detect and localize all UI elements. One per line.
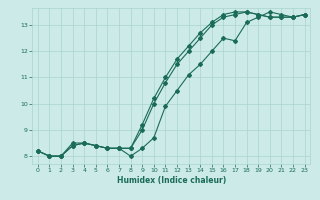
- X-axis label: Humidex (Indice chaleur): Humidex (Indice chaleur): [116, 176, 226, 185]
